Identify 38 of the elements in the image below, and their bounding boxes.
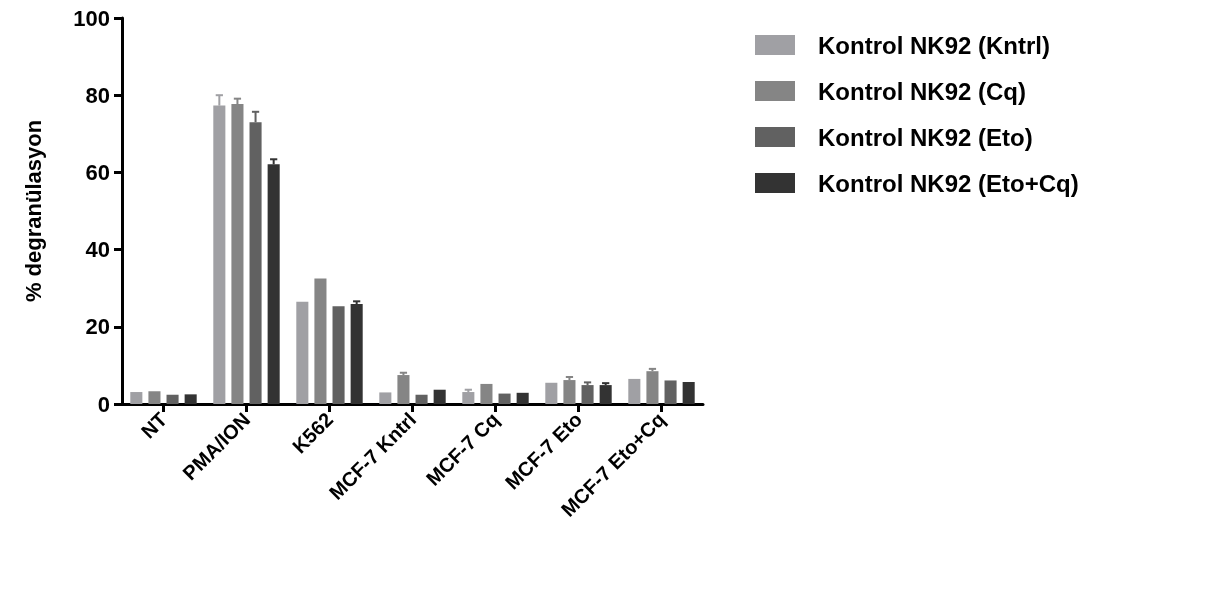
y-tick-label: 80	[85, 82, 110, 108]
bar	[628, 378, 641, 404]
bar	[296, 301, 309, 404]
y-tick-label: 40	[85, 237, 110, 263]
y-tick-label: 0	[97, 391, 110, 417]
legend-label: Kontrol NK92 (Eto)	[818, 123, 1033, 151]
bar	[646, 371, 659, 404]
bar	[581, 385, 594, 404]
bar	[130, 392, 143, 404]
legend-label: Kontrol NK92 (Kntrl)	[818, 31, 1050, 59]
bar	[379, 392, 392, 404]
bar	[599, 385, 612, 404]
bar	[498, 393, 511, 404]
bar	[480, 383, 493, 404]
bar	[433, 389, 446, 404]
bar	[415, 394, 428, 404]
bar	[516, 392, 529, 404]
bar	[563, 380, 576, 404]
bar	[148, 391, 161, 404]
y-axis-title: % degranülasyon	[20, 119, 46, 303]
y-tick-label: 100	[73, 5, 110, 31]
legend-label: Kontrol NK92 (Cq)	[818, 77, 1026, 105]
bar	[231, 104, 244, 404]
x-tick-label: NT	[136, 408, 172, 443]
bar	[397, 375, 410, 404]
legend-label: Kontrol NK92 (Eto+Cq)	[818, 169, 1079, 197]
bar	[682, 382, 695, 404]
bar	[664, 380, 677, 404]
bar	[184, 394, 197, 404]
bar	[545, 382, 558, 404]
bar	[350, 304, 363, 404]
bar	[267, 164, 280, 404]
bar	[462, 392, 475, 404]
bar	[332, 306, 345, 404]
y-tick-label: 60	[85, 159, 110, 185]
y-tick-label: 20	[85, 314, 110, 340]
bar	[314, 278, 327, 404]
bar	[166, 394, 179, 404]
